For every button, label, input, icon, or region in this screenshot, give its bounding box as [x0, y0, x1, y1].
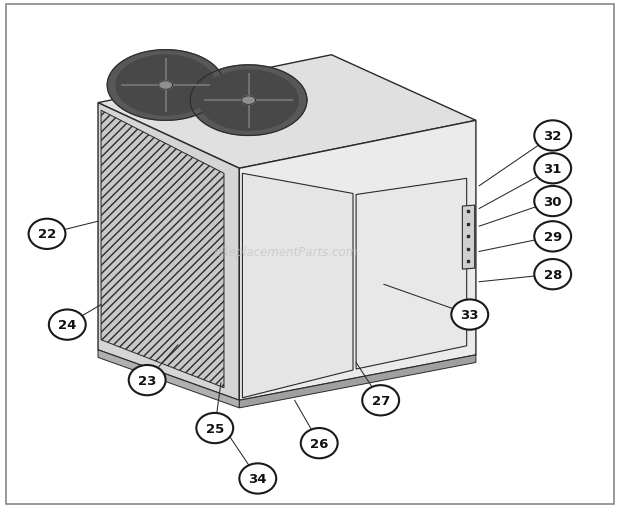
Text: 33: 33 [461, 308, 479, 321]
Text: 29: 29 [544, 231, 562, 243]
Text: 24: 24 [58, 319, 76, 331]
Circle shape [239, 463, 276, 494]
Text: 23: 23 [138, 374, 156, 387]
Polygon shape [463, 206, 475, 270]
Text: 26: 26 [310, 437, 329, 450]
Text: 30: 30 [544, 195, 562, 208]
Polygon shape [356, 179, 467, 370]
Text: 31: 31 [544, 162, 562, 176]
Circle shape [534, 260, 571, 290]
Polygon shape [98, 55, 476, 169]
Polygon shape [98, 103, 239, 401]
Circle shape [362, 385, 399, 416]
Text: 25: 25 [206, 421, 224, 435]
Circle shape [534, 154, 571, 184]
Polygon shape [190, 66, 307, 136]
Text: 28: 28 [544, 268, 562, 281]
Polygon shape [116, 56, 215, 116]
Text: 22: 22 [38, 228, 56, 241]
Text: eReplacementParts.com: eReplacementParts.com [213, 245, 358, 259]
Polygon shape [239, 355, 476, 408]
Polygon shape [101, 111, 224, 388]
Circle shape [49, 310, 86, 340]
Circle shape [197, 413, 233, 443]
Circle shape [129, 365, 166, 395]
Polygon shape [98, 350, 239, 408]
Polygon shape [242, 174, 353, 398]
Polygon shape [242, 97, 255, 105]
Polygon shape [199, 71, 298, 131]
Text: 34: 34 [249, 472, 267, 485]
Polygon shape [239, 121, 476, 401]
Circle shape [534, 121, 571, 151]
Text: 32: 32 [544, 130, 562, 143]
Circle shape [534, 186, 571, 217]
Polygon shape [159, 81, 172, 90]
Circle shape [29, 219, 66, 249]
Circle shape [301, 428, 338, 459]
Circle shape [534, 222, 571, 252]
Text: 27: 27 [371, 394, 390, 407]
Polygon shape [107, 50, 224, 121]
Circle shape [451, 300, 488, 330]
